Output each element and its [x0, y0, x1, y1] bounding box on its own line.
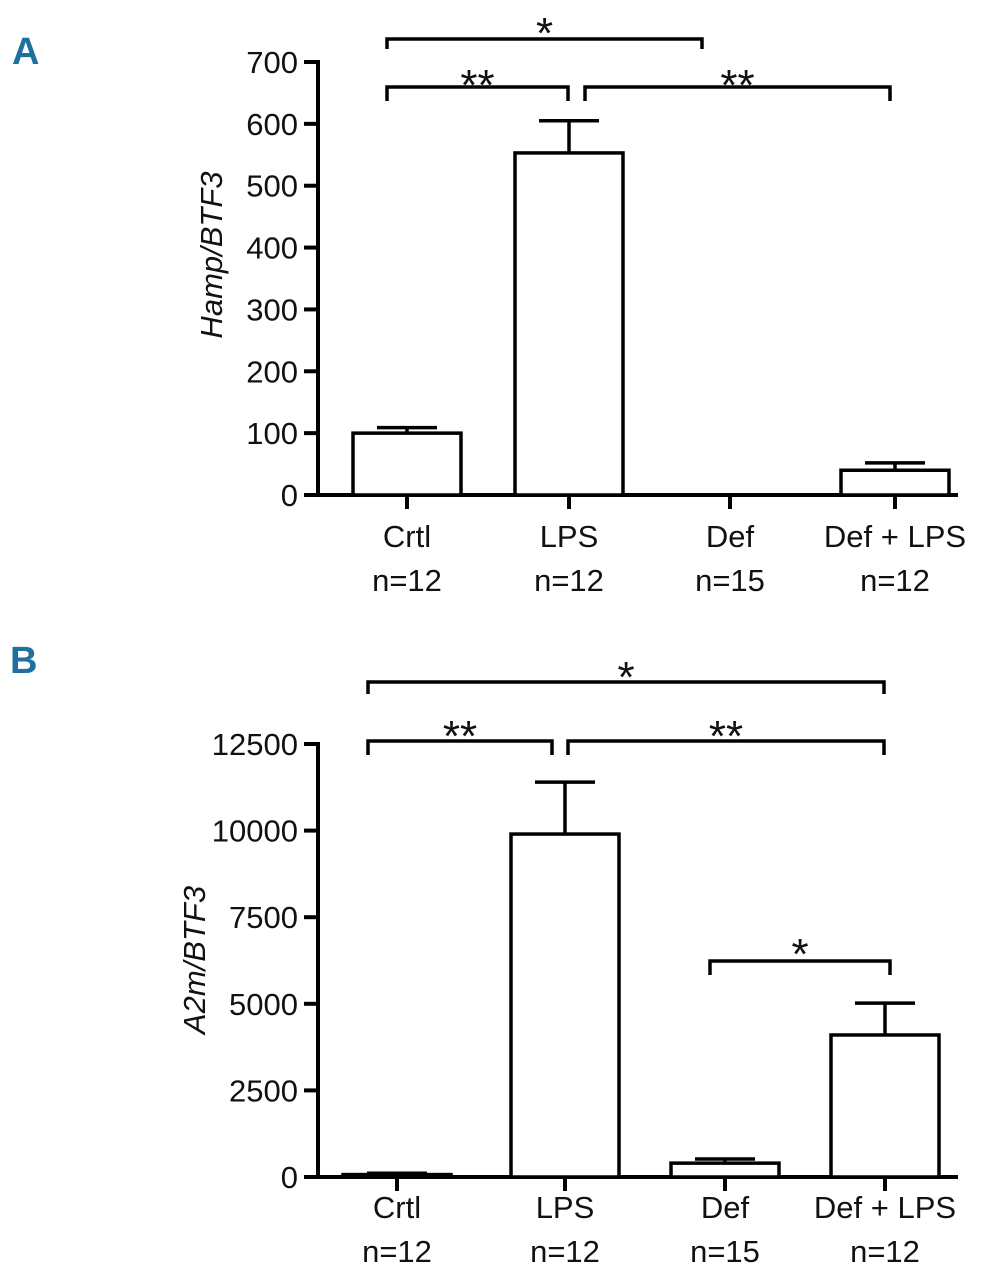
x-category-label: Def + LPS	[814, 1190, 956, 1225]
significance-label: *	[791, 930, 808, 979]
y-tick-label: 300	[246, 292, 298, 327]
significance-bracket	[708, 959, 892, 975]
y-tick-label: 700	[246, 45, 298, 80]
y-tick-label: 2500	[229, 1073, 298, 1108]
significance-label: **	[720, 61, 754, 110]
panel-a-chart: A Hamp/BTF3 0 100 200 300 400 500 600 700 Crtl n=12…	[12, 9, 966, 598]
y-tick-label: 0	[281, 478, 298, 513]
y-tick-label: 5000	[229, 987, 298, 1022]
y-tick-label: 7500	[229, 900, 298, 935]
significance-label: **	[460, 61, 494, 110]
bar	[351, 431, 463, 497]
panel-b-chart: B A2m/BTF3 0 2500 5000 7500 10000 12500 Crtl n=12…	[10, 640, 958, 1269]
significance-bracket	[566, 739, 886, 755]
sample-size-label: n=15	[695, 563, 765, 598]
x-category-label: LPS	[536, 1190, 595, 1225]
y-tick-label: 0	[281, 1160, 298, 1195]
significance-bracket	[366, 680, 886, 694]
y-tick-label: 100	[246, 416, 298, 451]
y-axis-label: Hamp/BTF3	[194, 171, 229, 338]
sample-size-label: n=12	[534, 563, 604, 598]
y-tick-label: 10000	[212, 814, 298, 849]
y-axis-label: A2m/BTF3	[177, 886, 212, 1036]
sample-size-label: n=12	[530, 1234, 600, 1269]
panel-letter-b: B	[10, 640, 37, 682]
x-category-label: Def	[701, 1190, 750, 1225]
significance-bracket	[385, 37, 704, 49]
significance-label: **	[709, 712, 743, 761]
panel-letter-a: A	[12, 31, 39, 73]
sample-size-label: n=12	[372, 563, 442, 598]
significance-label: *	[617, 653, 634, 702]
bar	[669, 1161, 781, 1179]
bar	[509, 832, 621, 1179]
x-category-label: Def + LPS	[824, 519, 966, 554]
bar	[513, 151, 625, 497]
x-category-label: Def	[706, 519, 755, 554]
x-category-label: LPS	[540, 519, 599, 554]
significance-bracket	[385, 85, 570, 101]
sample-size-label: n=12	[860, 563, 930, 598]
bar	[839, 468, 951, 497]
significance-bracket	[583, 85, 892, 101]
y-tick-label: 500	[246, 169, 298, 204]
sample-size-label: n=15	[690, 1234, 760, 1269]
significance-label: **	[443, 712, 477, 761]
sample-size-label: n=12	[362, 1234, 432, 1269]
bar	[829, 1033, 941, 1179]
y-tick-label: 12500	[212, 727, 298, 762]
x-category-label: Crtl	[383, 519, 431, 554]
y-tick-label: 600	[246, 107, 298, 142]
significance-label: *	[536, 9, 553, 58]
y-tick-label: 200	[246, 354, 298, 389]
sample-size-label: n=12	[850, 1234, 920, 1269]
y-tick-label: 400	[246, 231, 298, 266]
x-category-label: Crtl	[373, 1190, 421, 1225]
significance-bracket	[366, 739, 554, 755]
